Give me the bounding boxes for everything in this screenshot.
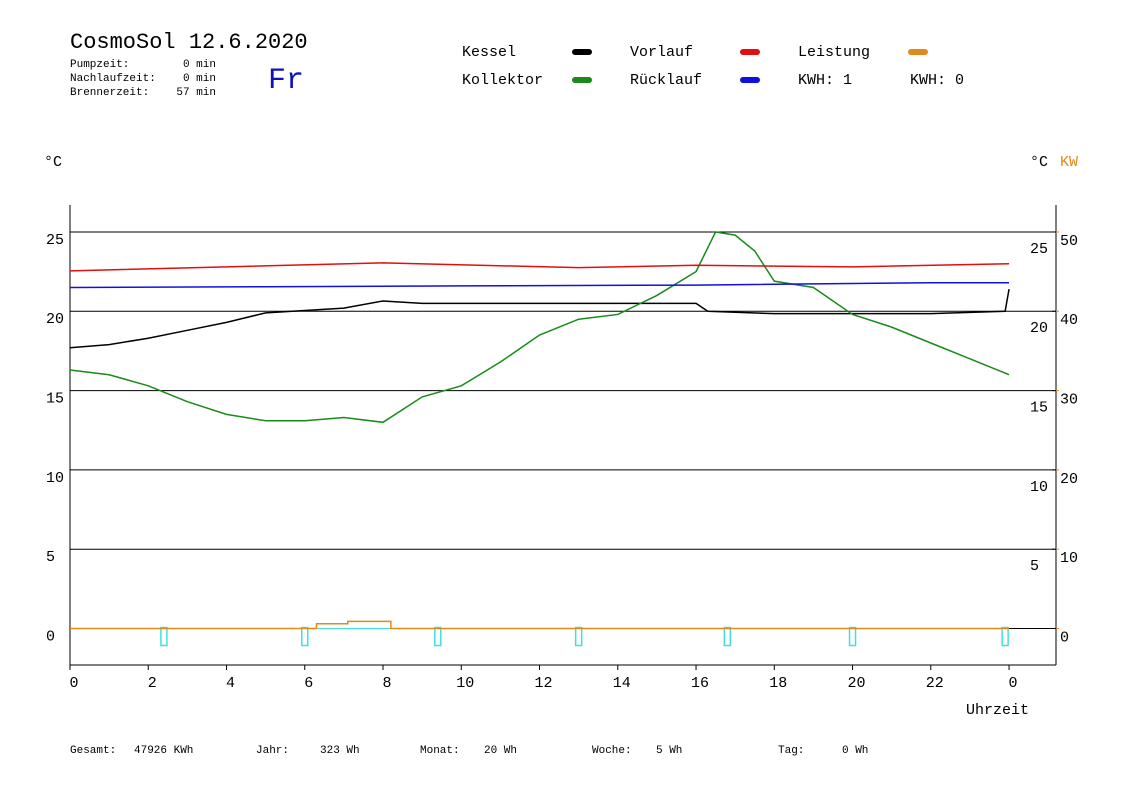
y2-tick-label: 50 bbox=[1060, 233, 1078, 250]
y-right-tick-label: 20 bbox=[1030, 320, 1048, 337]
stat-label: Nachlaufzeit: bbox=[70, 73, 156, 85]
legend-swatch bbox=[908, 49, 928, 55]
legend-swatch bbox=[572, 49, 592, 55]
stat-label: Pumpzeit: bbox=[70, 59, 129, 71]
series-line bbox=[69, 262, 1010, 272]
x-tick-label: 20 bbox=[848, 675, 866, 692]
y-tick-label: 25 bbox=[46, 232, 64, 249]
x-tick-label: 4 bbox=[226, 675, 235, 692]
y-tick-label: 15 bbox=[46, 391, 64, 408]
pump-mark bbox=[434, 626, 442, 647]
y-tick-label: 0 bbox=[46, 628, 55, 645]
x-tick-label: 10 bbox=[456, 675, 474, 692]
legend-label: Leistung bbox=[798, 44, 870, 61]
x-tick-label: 0 bbox=[1009, 675, 1018, 692]
y2-tick-label: 30 bbox=[1060, 392, 1078, 409]
footer-label: Woche: bbox=[592, 745, 632, 757]
y2-tick-label: 20 bbox=[1060, 471, 1078, 488]
legend-label: Kollektor bbox=[462, 72, 543, 89]
x-tick-label: 12 bbox=[535, 675, 553, 692]
y-right-tick-label: 25 bbox=[1030, 241, 1048, 258]
y2-tick-label: 0 bbox=[1060, 629, 1069, 646]
pump-mark bbox=[848, 626, 857, 647]
pump-mark bbox=[160, 626, 168, 647]
footer-label: Gesamt: bbox=[70, 745, 116, 757]
pump-mark bbox=[301, 626, 309, 647]
y2-tick-label: 10 bbox=[1060, 550, 1078, 567]
series-line bbox=[69, 281, 1010, 289]
x-tick-label: 16 bbox=[691, 675, 709, 692]
x-label: Uhrzeit bbox=[966, 702, 1029, 719]
title: CosmoSol 12.6.2020 bbox=[70, 30, 308, 55]
y-right-tick-label: 10 bbox=[1030, 479, 1048, 496]
legend-kwh: KWH: 0 bbox=[910, 72, 964, 89]
pump-mark bbox=[1001, 626, 1009, 647]
stat-label: Brennerzeit: bbox=[70, 87, 149, 99]
legend-kwh: KWH: 1 bbox=[798, 72, 852, 89]
y-label: °C bbox=[44, 154, 62, 171]
x-tick-label: 14 bbox=[613, 675, 631, 692]
y-tick-label: 20 bbox=[46, 311, 64, 328]
series-line bbox=[69, 288, 1010, 349]
legend-label: Kessel bbox=[462, 44, 516, 61]
y2-tick-label: 40 bbox=[1060, 312, 1078, 329]
x-tick-label: 0 bbox=[69, 675, 78, 692]
x-tick-label: 22 bbox=[926, 675, 944, 692]
legend-swatch bbox=[572, 77, 592, 83]
footer-value: 0 Wh bbox=[842, 745, 868, 757]
x-tick-label: 18 bbox=[769, 675, 787, 692]
y3-label: KW bbox=[1060, 154, 1078, 171]
weekday: Fr bbox=[268, 64, 304, 98]
legend-swatch bbox=[740, 77, 760, 83]
footer-label: Monat: bbox=[420, 745, 460, 757]
y-tick-label: 5 bbox=[46, 549, 55, 566]
y-right-tick-label: 15 bbox=[1030, 400, 1048, 417]
legend-label: Rücklauf bbox=[630, 72, 702, 89]
legend-swatch bbox=[740, 49, 760, 55]
series-line bbox=[70, 620, 1010, 630]
x-tick-label: 2 bbox=[148, 675, 157, 692]
footer-label: Jahr: bbox=[256, 745, 289, 757]
footer-value: 47926 KWh bbox=[134, 745, 193, 757]
legend-label: Vorlauf bbox=[630, 44, 693, 61]
y-tick-label: 10 bbox=[46, 470, 64, 487]
y2-label: °C bbox=[1030, 154, 1048, 171]
footer-value: 20 Wh bbox=[484, 745, 517, 757]
y-right-tick-label: 5 bbox=[1030, 558, 1039, 575]
x-tick-label: 8 bbox=[383, 675, 392, 692]
footer-value: 5 Wh bbox=[656, 745, 682, 757]
pump-mark bbox=[574, 626, 583, 647]
stat-value: 0 min bbox=[183, 59, 216, 71]
x-tick-label: 6 bbox=[304, 675, 313, 692]
stat-value: 57 min bbox=[176, 87, 216, 99]
stat-value: 0 min bbox=[183, 73, 216, 85]
footer-value: 323 Wh bbox=[320, 745, 360, 757]
pump-mark bbox=[723, 626, 732, 647]
series-line bbox=[69, 231, 1010, 424]
footer-label: Tag: bbox=[778, 745, 804, 757]
